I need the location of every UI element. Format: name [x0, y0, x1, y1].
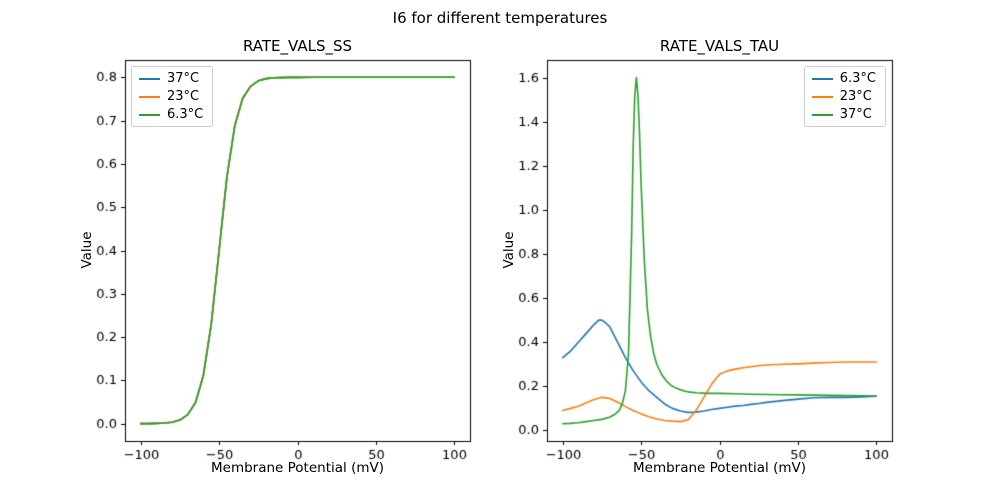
legend-label: 23°C [167, 89, 200, 104]
figure-title: I6 for different temperatures [392, 9, 608, 27]
tau-legend: 6.3°C 23°C 37°C [803, 66, 886, 127]
legend-line-swatch [139, 77, 160, 80]
subplot-ss-title: RATE_VALS_SS [242, 37, 353, 55]
ss-x-axis-label: Membrane Potential (mV) [210, 460, 384, 476]
legend-item: 6.3°C [139, 108, 203, 121]
legend-label: 23°C [839, 89, 872, 104]
legend-label: 6.3°C [167, 107, 204, 122]
legend-item: 23°C [139, 90, 203, 103]
legend-item: 37°C [811, 107, 876, 122]
tau-x-axis-label: Membrane Potential (mV) [632, 460, 806, 476]
legend-label: 37°C [167, 71, 200, 86]
legend-label: 6.3°C [839, 71, 876, 86]
legend-item: 6.3°C [811, 71, 876, 86]
ss-legend: 37°C 23°C 6.3°C [131, 66, 214, 127]
tau-y-axis-label: Value [501, 231, 517, 269]
legend-line-swatch [811, 95, 833, 98]
subplot-tau-title: RATE_VALS_TAU [659, 37, 780, 55]
legend-label: 37°C [839, 107, 872, 122]
legend-item: 37°C [139, 72, 203, 85]
legend-line-swatch [139, 95, 160, 98]
legend-line-swatch [811, 113, 833, 116]
legend-line-swatch [139, 113, 160, 116]
legend-line-swatch [811, 77, 833, 80]
legend-item: 23°C [811, 89, 876, 104]
ss-y-axis-label: Value [79, 231, 95, 269]
